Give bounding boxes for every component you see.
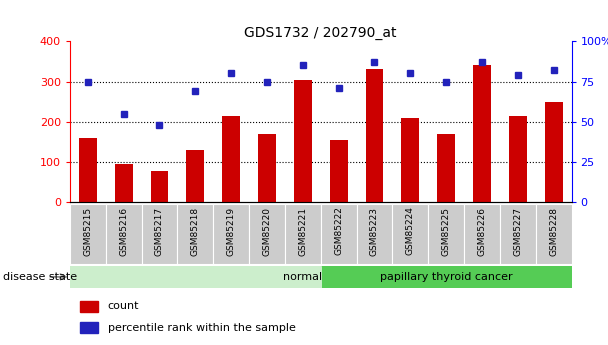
FancyBboxPatch shape — [106, 204, 142, 264]
FancyBboxPatch shape — [213, 204, 249, 264]
FancyBboxPatch shape — [356, 204, 392, 264]
Text: GSM85221: GSM85221 — [299, 207, 307, 256]
Text: papillary thyroid cancer: papillary thyroid cancer — [380, 272, 513, 282]
Text: GSM85227: GSM85227 — [513, 207, 522, 256]
Text: GSM85215: GSM85215 — [83, 207, 92, 256]
Text: disease state: disease state — [3, 272, 77, 282]
Text: GSM85218: GSM85218 — [191, 207, 200, 256]
FancyBboxPatch shape — [285, 204, 321, 264]
Bar — [509, 116, 527, 202]
Text: count: count — [108, 301, 139, 311]
FancyBboxPatch shape — [321, 204, 356, 264]
Bar — [294, 80, 312, 202]
FancyBboxPatch shape — [392, 204, 428, 264]
Bar — [437, 135, 455, 202]
Bar — [70, 266, 321, 288]
Title: GDS1732 / 202790_at: GDS1732 / 202790_at — [244, 26, 397, 40]
FancyBboxPatch shape — [70, 204, 106, 264]
FancyBboxPatch shape — [178, 204, 213, 264]
Bar — [365, 69, 384, 202]
Text: GSM85217: GSM85217 — [155, 207, 164, 256]
Bar — [222, 116, 240, 202]
Bar — [115, 164, 133, 202]
Text: GSM85226: GSM85226 — [477, 207, 486, 256]
Text: GSM85228: GSM85228 — [549, 207, 558, 256]
Text: GSM85219: GSM85219 — [227, 207, 236, 256]
Text: GSM85225: GSM85225 — [441, 207, 451, 256]
Text: GSM85216: GSM85216 — [119, 207, 128, 256]
Text: GSM85224: GSM85224 — [406, 207, 415, 255]
Bar — [401, 118, 420, 202]
FancyBboxPatch shape — [142, 204, 178, 264]
Text: GSM85220: GSM85220 — [263, 207, 272, 256]
FancyBboxPatch shape — [464, 204, 500, 264]
Text: normal: normal — [283, 272, 322, 282]
FancyBboxPatch shape — [536, 204, 572, 264]
FancyBboxPatch shape — [428, 204, 464, 264]
Bar — [187, 150, 204, 202]
Bar — [473, 66, 491, 202]
Text: percentile rank within the sample: percentile rank within the sample — [108, 323, 295, 333]
Bar — [330, 140, 348, 202]
Bar — [79, 138, 97, 202]
Text: GSM85223: GSM85223 — [370, 207, 379, 256]
Text: GSM85222: GSM85222 — [334, 207, 343, 255]
Bar — [151, 170, 168, 202]
Bar — [321, 266, 572, 288]
Bar — [258, 135, 276, 202]
FancyBboxPatch shape — [500, 204, 536, 264]
Bar — [545, 101, 562, 202]
Bar — [80, 301, 97, 312]
Bar — [80, 322, 97, 333]
FancyBboxPatch shape — [249, 204, 285, 264]
